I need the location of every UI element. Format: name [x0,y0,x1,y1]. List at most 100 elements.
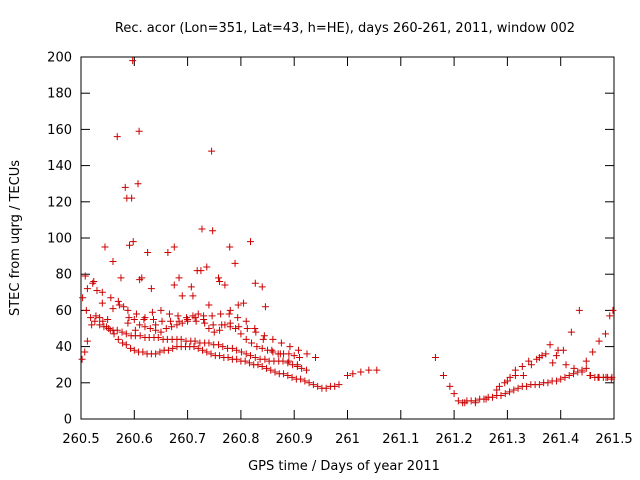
data-point [157,328,165,336]
data-point [152,321,160,329]
data-point [286,343,294,351]
data-point [506,388,514,396]
data-point [259,335,267,343]
data-point [446,382,454,390]
data-point [203,348,211,356]
data-point [216,326,224,334]
y-tick-label: 40 [55,340,72,355]
data-point [335,381,343,389]
data-point [93,286,101,294]
data-point [552,377,560,385]
data-point [81,272,89,280]
data-point [82,306,90,314]
data-point [246,352,254,360]
data-point [190,343,198,351]
data-point [253,343,261,351]
data-point [169,344,177,352]
data-point [349,370,357,378]
data-point [78,355,86,363]
data-point [205,339,213,347]
data-point [122,330,130,338]
data-point [533,355,541,363]
data-point [156,348,164,356]
data-point [303,350,311,358]
data-point [221,321,229,329]
data-point [89,279,97,287]
data-point [269,335,277,343]
data-point [98,288,106,296]
data-point [130,346,138,354]
data-point [175,317,183,325]
data-point [482,395,490,403]
data-point [136,276,144,284]
data-point [139,348,147,356]
data-point [237,348,245,356]
data-point [194,310,202,318]
data-point [158,317,166,325]
data-point [523,382,531,390]
data-point [606,312,614,320]
data-point [136,332,144,340]
data-point [294,346,302,354]
data-point [191,337,199,345]
data-point [219,343,227,351]
data-point [245,359,253,367]
data-point [506,373,514,381]
data-point [501,390,509,398]
data-point [242,317,250,325]
data-point [154,334,162,342]
data-point [208,147,216,155]
data-point [254,361,262,369]
data-point [284,372,292,380]
data-point [205,325,213,332]
data-point [241,357,249,365]
data-point [569,370,577,378]
y-tick-label: 100 [47,232,72,247]
data-point [233,346,241,354]
data-point [178,319,186,327]
x-tick-label: 260.7 [169,432,206,447]
data-point [519,372,527,380]
data-point [184,315,192,323]
data-point [285,350,293,358]
data-point [174,312,182,320]
data-point [115,301,123,309]
data-point [518,363,526,371]
data-point [129,238,137,246]
data-point [373,366,381,374]
data-point [175,274,183,282]
data-point [503,377,511,385]
data-point [114,297,122,305]
data-point [192,317,200,325]
data-point [277,339,285,347]
data-point [232,325,240,332]
data-point [242,350,250,358]
data-point [527,361,535,369]
data-point [267,366,275,374]
data-point [189,312,197,320]
data-point [79,294,87,302]
data-point [129,57,137,65]
data-point [251,353,259,361]
data-point [178,292,186,300]
data-point [83,337,91,345]
data-point [511,372,519,380]
y-tick-label: 120 [47,195,72,210]
data-point [126,241,134,249]
data-point [258,283,266,291]
data-point [260,332,268,340]
y-tick-label: 60 [55,304,72,319]
data-point [450,390,458,398]
data-point [290,352,298,360]
data-point [570,364,578,372]
data-point [117,274,125,282]
data-point [91,317,99,325]
data-point [488,393,496,401]
data-point [231,259,239,267]
data-point [601,330,609,338]
data-point [134,180,142,188]
data-point [288,373,296,381]
data-point [201,319,209,327]
data-point [525,357,533,365]
data-point [122,341,130,349]
